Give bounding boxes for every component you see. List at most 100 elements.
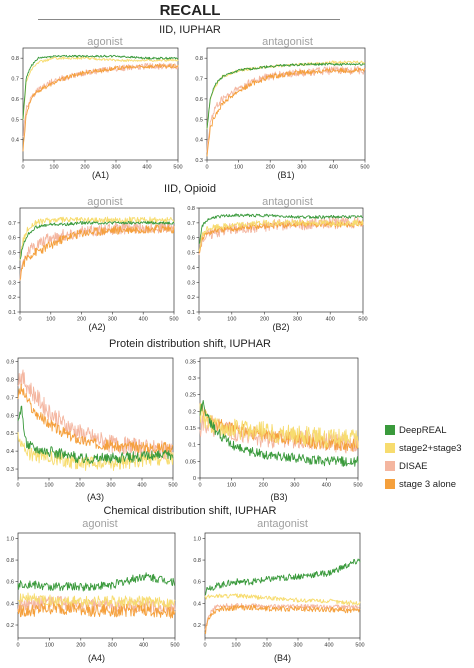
- plot-B2: 0 100 200 300 400 500 0.1 0.2 0.3 0.4 0.5 0.6 0.7 0.8: [187, 206, 367, 323]
- y-tick-label: 0.3: [188, 376, 196, 382]
- legend-item-stage3-alone: stage 3 alone: [385, 476, 473, 492]
- x-tick-label: 400: [139, 643, 148, 649]
- y-tick-label: 0.2: [193, 623, 201, 629]
- x-tick-label: 300: [293, 317, 302, 323]
- y-tick-label: 0.3: [187, 280, 195, 286]
- legend-item-deepreal: DeepREAL: [385, 422, 473, 438]
- x-tick-label: 200: [262, 643, 271, 649]
- y-tick-label: 0.6: [6, 580, 14, 586]
- y-tick-label: 1.0: [193, 536, 201, 542]
- y-tick-label: 0.15: [185, 426, 196, 432]
- x-tick-label: 0: [205, 165, 208, 171]
- x-tick-label: 500: [169, 317, 178, 323]
- panel-label-B3: (B3): [270, 492, 288, 502]
- plot-A2: 0 100 200 300 400 500 0.1 0.2 0.3 0.4 0.5 0.6 0.7: [8, 207, 179, 323]
- x-tick-label: 100: [234, 165, 243, 171]
- y-tick-label: 0.4: [195, 138, 203, 144]
- series-line-stage-3-alone: [19, 223, 175, 281]
- series-line-stage-3-alone: [22, 63, 179, 152]
- y-tick-label: 0.3: [8, 280, 16, 286]
- legend-swatch: [385, 461, 395, 471]
- series-line-deepreal: [17, 572, 176, 592]
- legend-label: stage 3 alone: [399, 478, 457, 490]
- x-tick-label: 400: [142, 165, 151, 171]
- y-tick-label: 0.9: [6, 360, 14, 366]
- y-tick-label: 0.5: [8, 251, 16, 257]
- y-tick-label: 0.7: [187, 221, 195, 227]
- y-tick-label: 0.5: [195, 117, 203, 123]
- y-tick-label: 0.7: [11, 77, 19, 83]
- section-title-protein-shift: Protein distribution shift, IUPHAR: [108, 338, 271, 350]
- y-tick-label: 0.6: [8, 236, 16, 242]
- y-tick-label: 0.5: [6, 431, 14, 437]
- y-tick-label: 0.6: [187, 236, 195, 242]
- series-line-deepreal: [205, 558, 361, 595]
- y-tick-label: 0.8: [6, 377, 14, 383]
- x-tick-label: 300: [111, 165, 120, 171]
- y-tick-label: 0.7: [195, 77, 203, 83]
- x-tick-label: 500: [358, 317, 367, 323]
- x-tick-label: 400: [329, 165, 338, 171]
- x-tick-label: 0: [18, 317, 21, 323]
- x-tick-label: 500: [168, 483, 177, 489]
- x-tick-label: 300: [290, 483, 299, 489]
- y-tick-label: 0.1: [8, 310, 16, 316]
- plot-frame: [204, 532, 361, 639]
- x-tick-label: 300: [297, 165, 306, 171]
- plot-B4: 0 100 200 300 400 500 0.2 0.4 0.6 0.8 1.0: [193, 532, 365, 649]
- x-tick-label: 400: [137, 483, 146, 489]
- y-tick-label: 0.8: [187, 206, 195, 212]
- y-tick-label: 0.05: [185, 459, 196, 465]
- legend: DeepREAL stage2+stage3 DISAE stage 3 alo…: [385, 422, 473, 494]
- plot-frame: [22, 47, 179, 161]
- y-tick-label: 0.3: [6, 467, 14, 473]
- panel-label-B4: (B4): [273, 653, 291, 663]
- x-tick-label: 500: [355, 643, 364, 649]
- x-tick-label: 0: [198, 483, 201, 489]
- y-tick-label: 0.8: [195, 56, 203, 62]
- x-tick-label: 200: [259, 483, 268, 489]
- y-tick-label: 0.2: [188, 409, 196, 415]
- plot-frame: [198, 207, 364, 313]
- legend-label: DeepREAL: [399, 424, 447, 436]
- subtitle-agonist: agonist: [82, 518, 118, 530]
- panel-label-B1: (B1): [277, 170, 295, 180]
- x-tick-label: 300: [108, 643, 117, 649]
- series-line-deepreal: [206, 62, 366, 129]
- plot-B3: 0 100 200 300 400 500 0 0.05 0.1 0.15 0.2 0.25 0.3 0.…: [185, 357, 363, 489]
- legend-label: stage2+stage3: [399, 442, 462, 454]
- y-tick-label: 0.5: [11, 117, 19, 123]
- y-tick-label: 0.2: [8, 295, 16, 301]
- series-line-stage2-stage3: [198, 219, 364, 252]
- subtitle-antagonist: antagonist: [257, 518, 308, 530]
- x-tick-label: 500: [353, 483, 362, 489]
- subtitle-agonist: agonist: [87, 196, 123, 208]
- legend-swatch: [385, 425, 395, 435]
- y-tick-label: 0.4: [187, 265, 195, 271]
- y-tick-label: 0.8: [11, 56, 19, 62]
- series-line-stage2-stage3: [17, 592, 176, 608]
- x-tick-label: 100: [49, 165, 58, 171]
- y-tick-label: 1.0: [6, 536, 14, 542]
- x-tick-label: 100: [227, 317, 236, 323]
- plot-B1: 0 100 200 300 400 500 0.3 0.4 0.5 0.6 0.7 0.8: [195, 47, 370, 171]
- section-title-iid-iuphar: IID, IUPHAR: [159, 24, 221, 36]
- subtitle-antagonist: antagonist: [262, 36, 313, 48]
- y-tick-label: 0.6: [6, 413, 14, 419]
- series-line-disae: [204, 602, 361, 631]
- series-line-deepreal: [22, 54, 179, 120]
- panel-label-A2: (A2): [88, 322, 106, 332]
- panel-label-A1: (A1): [91, 170, 109, 180]
- x-tick-label: 500: [173, 165, 182, 171]
- x-tick-label: 300: [108, 317, 117, 323]
- series-line-disae: [206, 66, 366, 153]
- series-line-deepreal: [17, 405, 174, 464]
- x-tick-label: 500: [360, 165, 369, 171]
- x-tick-label: 200: [260, 317, 269, 323]
- x-tick-label: 100: [45, 643, 54, 649]
- x-tick-label: 500: [170, 643, 179, 649]
- x-tick-label: 400: [322, 483, 331, 489]
- section-title-chemical-shift: Chemical distribution shift, IUPHAR: [103, 505, 277, 517]
- y-tick-label: 0.6: [11, 97, 19, 103]
- x-tick-label: 300: [293, 643, 302, 649]
